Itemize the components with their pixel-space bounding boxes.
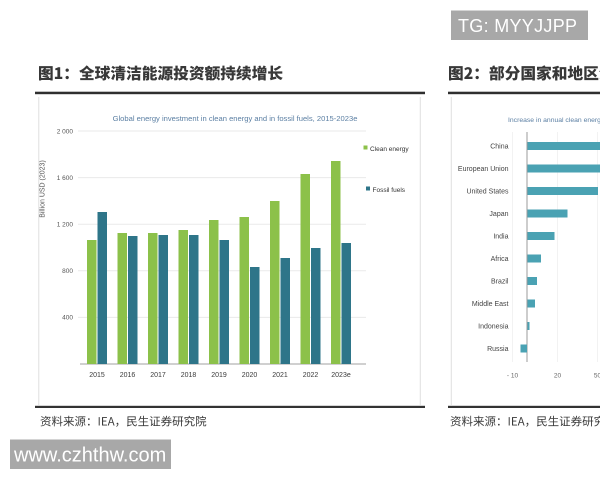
svg-text:Billion USD (2023): Billion USD (2023) — [40, 160, 47, 218]
svg-text:Increase in annual clean energ: Increase in annual clean energy investme… — [508, 117, 600, 124]
svg-text:Clean energy: Clean energy — [370, 146, 409, 153]
svg-text:European Union: European Union — [458, 166, 509, 173]
svg-text:2021: 2021 — [272, 372, 288, 379]
svg-text:2016: 2016 — [120, 372, 136, 379]
svg-text:2 000: 2 000 — [57, 128, 74, 135]
svg-text:2020: 2020 — [242, 372, 258, 379]
svg-text:2023e: 2023e — [331, 372, 351, 379]
svg-text:1 200: 1 200 — [57, 222, 74, 229]
svg-text:- 10: - 10 — [507, 373, 519, 380]
svg-text:Brazil: Brazil — [491, 278, 509, 285]
svg-text:India: India — [493, 233, 508, 240]
svg-text:50: 50 — [594, 373, 600, 380]
svg-text:Japan: Japan — [489, 211, 508, 218]
svg-text:800: 800 — [62, 268, 73, 275]
svg-text:20: 20 — [554, 373, 562, 380]
svg-text:2018: 2018 — [181, 372, 197, 379]
svg-text:China: China — [490, 143, 508, 150]
svg-text:2022: 2022 — [303, 372, 319, 379]
svg-text:1 600: 1 600 — [57, 175, 74, 182]
svg-text:Indonesia: Indonesia — [478, 323, 508, 330]
svg-text:Middle East: Middle East — [472, 301, 509, 308]
svg-text:United States: United States — [466, 188, 509, 195]
svg-text:Fossil fuels: Fossil fuels — [373, 187, 406, 194]
svg-text:400: 400 — [62, 315, 73, 322]
svg-text:Global energy investment in cl: Global energy investment in clean energy… — [113, 114, 358, 123]
svg-text:Russia: Russia — [487, 346, 509, 353]
svg-text:Africa: Africa — [491, 256, 509, 263]
svg-text:TG: MYYJJPP: TG: MYYJJPP — [458, 16, 577, 36]
svg-text:2015: 2015 — [89, 372, 105, 379]
svg-text:2017: 2017 — [150, 372, 166, 379]
svg-text:2019: 2019 — [211, 372, 227, 379]
svg-text:www.czhthw.com: www.czhthw.com — [13, 445, 166, 467]
